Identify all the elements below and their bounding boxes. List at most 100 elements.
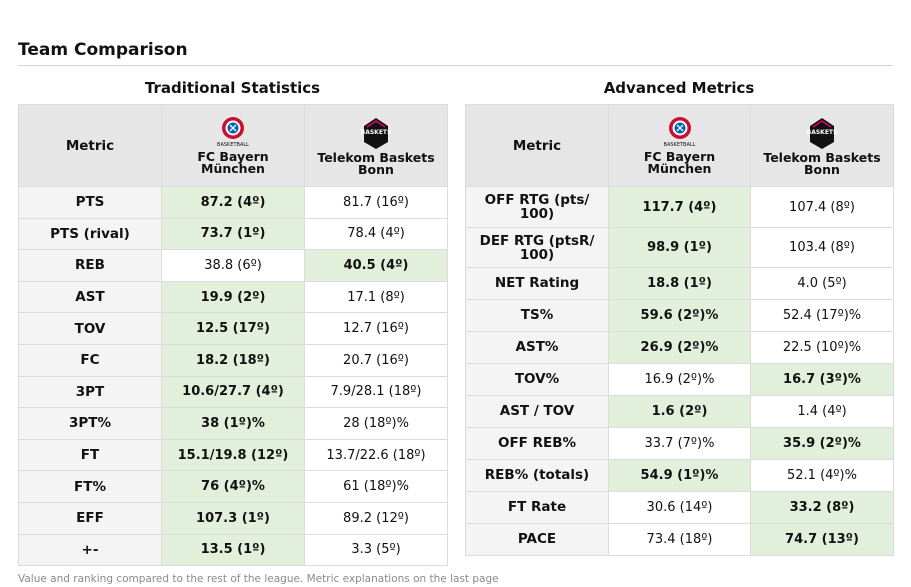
team1-column-header: BASKETBALL FC Bayern München <box>608 104 751 187</box>
table-row: PTS (rival) 73.7 (1º) 78.4 (4º) <box>18 217 448 251</box>
metric-cell: TS% <box>465 298 609 332</box>
footnote: Value and ranking compared to the rest o… <box>18 573 499 585</box>
metric-cell: FT Rate <box>465 490 609 524</box>
table-row: 3PT 10.6/27.7 (4º) 7.9/28.1 (18º) <box>18 375 448 409</box>
team1-value-cell: 117.7 (4º) <box>608 186 751 228</box>
table-row: EFF 107.3 (1º) 89.2 (12º) <box>18 501 448 535</box>
team1-value-cell: 107.3 (1º) <box>161 501 305 535</box>
team2-logo-caption: BASKETS <box>360 128 392 136</box>
metric-cell: FC <box>18 343 162 377</box>
advanced-title: Advanced Metrics <box>603 79 755 97</box>
metric-cell: NET Rating <box>465 267 609 300</box>
table-row: FT Rate 30.6 (14º) 33.2 (8º) <box>465 490 894 524</box>
team2-name: Telekom Baskets Bonn <box>763 149 881 177</box>
team2-value-cell: 40.5 (4º) <box>304 249 448 282</box>
team1-value-cell: 19.9 (2º) <box>161 280 305 314</box>
table-row: TS% 59.6 (2º)% 52.4 (17º)% <box>465 298 894 332</box>
team1-value-cell: 26.9 (2º)% <box>608 330 751 364</box>
table-row: REB 38.8 (6º) 40.5 (4º) <box>18 249 448 282</box>
traditional-table: Metric BASKETBALL FC Bayern München <box>18 104 448 567</box>
team1-value-cell: 10.6/27.7 (4º) <box>161 375 305 409</box>
team1-value-cell: 87.2 (4º) <box>161 186 305 219</box>
team2-logo-caption: BASKETS <box>806 128 838 136</box>
metric-cell: AST% <box>465 330 609 364</box>
team2-value-cell: 52.1 (4º)% <box>750 458 894 492</box>
table-row: TOV% 16.9 (2º)% 16.7 (3º)% <box>465 362 894 396</box>
team2-value-cell: 22.5 (10º)% <box>750 330 894 364</box>
metric-cell: FT <box>18 438 162 472</box>
team2-value-cell: 7.9/28.1 (18º) <box>304 375 448 409</box>
team1-name: FC Bayern München <box>197 149 269 176</box>
traditional-rows: PTS 87.2 (4º) 81.7 (16º) PTS (rival) 73.7 (1… <box>18 186 448 567</box>
table-row: AST% 26.9 (2º)% 22.5 (10º)% <box>465 330 894 364</box>
metric-cell: EFF <box>18 501 162 535</box>
team1-value-cell: 73.7 (1º) <box>161 217 305 251</box>
team2-value-cell: 12.7 (16º) <box>304 312 448 345</box>
team2-column-header: BASKETS Telekom Baskets Bonn <box>750 104 894 187</box>
metric-cell: OFF REB% <box>465 426 609 460</box>
team2-value-cell: 103.4 (8º) <box>750 227 894 268</box>
team1-name: FC Bayern München <box>643 149 716 176</box>
table-row: +- 13.5 (1º) 3.3 (5º) <box>18 533 448 567</box>
traditional-section: Traditional Statistics Metric BASKETBALL <box>18 78 448 567</box>
advanced-rows: OFF RTG (pts/ 100) 117.7 (4º) 107.4 (8º) DE… <box>465 186 894 556</box>
team2-value-cell: 78.4 (4º) <box>304 217 448 251</box>
team1-value-cell: 12.5 (17º) <box>161 312 305 345</box>
table-row: FT% 76 (4º)% 61 (18º)% <box>18 470 448 503</box>
table-row: PACE 73.4 (18º) 74.7 (13º) <box>465 522 894 556</box>
table-row: FC 18.2 (18º) 20.7 (16º) <box>18 343 448 377</box>
metric-cell: PTS <box>18 186 162 219</box>
team2-value-cell: 4.0 (5º) <box>750 267 894 300</box>
metric-column-header: Metric <box>465 104 609 187</box>
advanced-table: Metric BASKETBALL FC Bayern München <box>465 104 894 556</box>
page-title: Team Comparison <box>18 40 188 60</box>
team1-value-cell: 30.6 (14º) <box>608 490 751 524</box>
team1-value-cell: 33.7 (7º)% <box>608 426 751 460</box>
team2-value-cell: 20.7 (16º) <box>304 343 448 377</box>
metric-cell: OFF RTG (pts/ 100) <box>465 186 609 228</box>
team2-value-cell: 81.7 (16º) <box>304 186 448 219</box>
team1-value-cell: 15.1/19.8 (12º) <box>161 438 305 472</box>
team2-value-cell: 89.2 (12º) <box>304 501 448 535</box>
table-row: AST 19.9 (2º) 17.1 (8º) <box>18 280 448 314</box>
team1-value-cell: 38.8 (6º) <box>161 249 305 282</box>
metric-cell: 3PT <box>18 375 162 409</box>
metric-cell: TOV% <box>465 362 609 396</box>
team2-value-cell: 17.1 (8º) <box>304 280 448 314</box>
table-row: FT 15.1/19.8 (12º) 13.7/22.6 (18º) <box>18 438 448 472</box>
metric-cell: PACE <box>465 522 609 556</box>
team1-value-cell: 59.6 (2º)% <box>608 298 751 332</box>
table-row: DEF RTG (ptsR/ 100) 98.9 (1º) 103.4 (8º) <box>465 227 894 268</box>
team1-value-cell: 38 (1º)% <box>161 407 305 440</box>
team1-value-cell: 1.6 (2º) <box>608 394 751 428</box>
metric-cell: FT% <box>18 470 162 503</box>
team2-column-header: BASKETS Telekom Baskets Bonn <box>304 104 448 187</box>
table-row: AST / TOV 1.6 (2º) 1.4 (4º) <box>465 394 894 428</box>
table-row: REB% (totals) 54.9 (1º)% 52.1 (4º)% <box>465 458 894 492</box>
table-row: OFF REB% 33.7 (7º)% 35.9 (2º)% <box>465 426 894 460</box>
team1-value-cell: 98.9 (1º) <box>608 227 751 268</box>
team2-name: Telekom Baskets Bonn <box>317 149 435 177</box>
team2-value-cell: 28 (18º)% <box>304 407 448 440</box>
metric-cell: REB <box>18 249 162 282</box>
table-row: 3PT% 38 (1º)% 28 (18º)% <box>18 407 448 440</box>
team1-value-cell: 73.4 (18º) <box>608 522 751 556</box>
table-row: TOV 12.5 (17º) 12.7 (16º) <box>18 312 448 345</box>
table-row: PTS 87.2 (4º) 81.7 (16º) <box>18 186 448 219</box>
team1-value-cell: 18.8 (1º) <box>608 267 751 300</box>
metric-cell: +- <box>18 533 162 567</box>
table-row: OFF RTG (pts/ 100) 117.7 (4º) 107.4 (8º) <box>465 186 894 228</box>
team2-value-cell: 33.2 (8º) <box>750 490 894 524</box>
team1-value-cell: 13.5 (1º) <box>161 533 305 567</box>
title-divider <box>18 65 893 66</box>
fc-bayern-logo-icon <box>166 116 300 150</box>
team1-value-cell: 18.2 (18º) <box>161 343 305 377</box>
team1-logo-caption: BASKETBALL <box>217 142 249 148</box>
team1-logo-caption: BASKETBALL <box>663 142 696 148</box>
team2-value-cell: 74.7 (13º) <box>750 522 894 556</box>
metric-cell: TOV <box>18 312 162 345</box>
team1-column-header: BASKETBALL FC Bayern München <box>161 104 305 187</box>
metric-cell: AST <box>18 280 162 314</box>
team2-value-cell: 52.4 (17º)% <box>750 298 894 332</box>
team1-value-cell: 16.9 (2º)% <box>608 362 751 396</box>
